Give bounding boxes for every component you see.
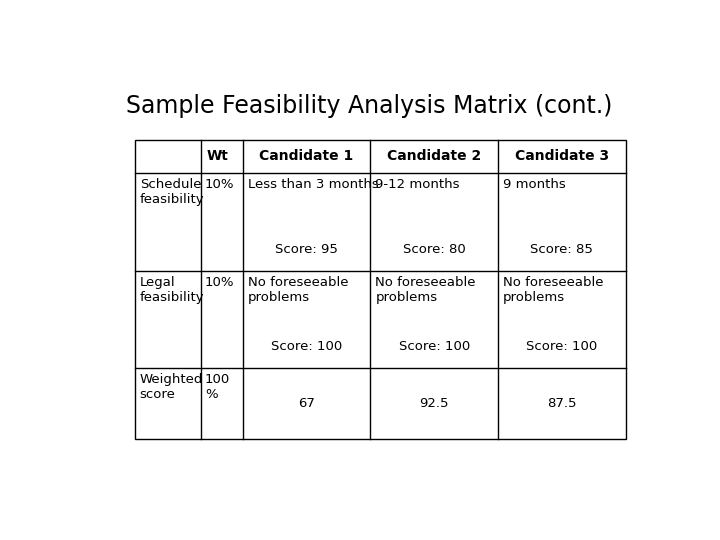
Text: Sample Feasibility Analysis Matrix (cont.): Sample Feasibility Analysis Matrix (cont… [126, 94, 612, 118]
Text: Legal
feasibility: Legal feasibility [140, 275, 204, 303]
Text: 10%: 10% [204, 275, 234, 288]
Text: No foreseeable
problems: No foreseeable problems [503, 275, 603, 303]
Text: Score: 85: Score: 85 [531, 243, 593, 256]
Text: Candidate 2: Candidate 2 [387, 150, 481, 164]
Text: Score: 95: Score: 95 [275, 243, 338, 256]
Text: Wt: Wt [207, 150, 228, 164]
Text: Schedule
feasibility: Schedule feasibility [140, 178, 204, 206]
Text: Candidate 1: Candidate 1 [259, 150, 354, 164]
Text: Score: 100: Score: 100 [271, 340, 342, 353]
Text: No foreseeable
problems: No foreseeable problems [248, 275, 348, 303]
Text: Less than 3 months: Less than 3 months [248, 178, 379, 191]
Text: 9 months: 9 months [503, 178, 566, 191]
Text: 87.5: 87.5 [547, 397, 577, 410]
Text: Score: 100: Score: 100 [526, 340, 598, 353]
Text: No foreseeable
problems: No foreseeable problems [375, 275, 476, 303]
Text: 100
%: 100 % [204, 373, 230, 401]
Text: Candidate 3: Candidate 3 [515, 150, 609, 164]
Bar [135, 140, 626, 439]
Text: 67: 67 [298, 397, 315, 410]
Text: 92.5: 92.5 [420, 397, 449, 410]
Text: 9-12 months: 9-12 months [375, 178, 460, 191]
Text: 10%: 10% [204, 178, 234, 191]
Text: Weighted
score: Weighted score [140, 373, 203, 401]
Text: Score: 100: Score: 100 [399, 340, 469, 353]
Text: Score: 80: Score: 80 [402, 243, 466, 256]
